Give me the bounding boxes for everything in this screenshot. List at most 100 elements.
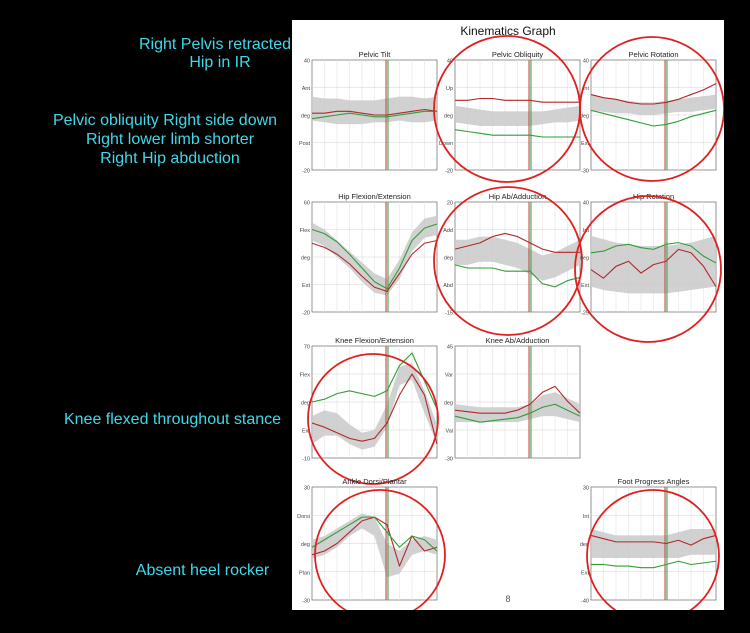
chart-title: Hip Flexion/Extension [338,192,411,201]
normal-band [591,528,716,559]
series-line-left [311,516,438,552]
series-line-left [311,110,437,120]
chart-title: Knee Flexion/Extension [335,336,414,345]
page-number: 8 [505,594,511,604]
tick-label: deg [580,114,589,120]
tick-label: Flex [300,228,311,234]
series-line-right [454,232,580,253]
chart-9: Ankle Dorsi/Plantar 30 Dorsi deg Plan -30 [297,477,438,605]
tick-label: -10 [302,457,310,463]
series-line-right [454,385,581,414]
chart-2: Pelvic Obliquity 40 Up deg Down -20 [439,50,581,175]
tick-label: deg [444,256,453,262]
highlight-circle [307,353,439,485]
highlight-circle [314,489,446,610]
tick-label: Ext [581,570,589,576]
tick-label: deg [301,256,310,262]
normal-band [455,392,580,423]
note-pelvic-obliquity: Pelvic obliquity Right side down [52,112,278,129]
tick-label: deg [444,114,453,120]
chart-8: Knee Ab/Adduction 45 Var deg Val -30 [444,336,581,463]
series-line-left [454,129,580,138]
series-line-left [590,242,717,264]
series-line-right [311,239,438,292]
normal-band [455,236,580,281]
highlight-circle [586,489,720,610]
series-line-right [311,373,438,445]
tick-label: -20 [302,311,310,317]
kinematics-report-page: Kinematics Graph Pelvic Tilt 40 Ant deg Post… [292,20,724,610]
series-line-right [590,534,717,546]
series-line-right [455,97,580,103]
tick-label: Down [439,141,453,147]
series-line-left [454,264,581,288]
chart-title: Hip Ab/Adduction [489,192,547,201]
tick-label: Int [583,514,590,520]
tick-label: -20 [445,169,453,175]
tick-label: -25 [581,311,589,317]
tick-label: Add [443,228,453,234]
tick-label: deg [301,542,310,548]
series-line-left [311,223,438,290]
normal-band [591,94,716,115]
tick-label: Ext [581,141,589,147]
series-line-left [311,352,438,410]
tick-label: 20 [447,201,453,207]
tick-label: 40 [304,59,310,65]
tick-label: Int [583,86,590,92]
tick-label: 30 [304,486,310,492]
chart-3: Pelvic Rotation 40 Int deg Ext -30 [580,50,717,175]
tick-label: deg [580,256,589,262]
tick-label: Ext [302,429,310,435]
chart-7: Knee Flexion/Extension 70 Flex deg Ext -10 [300,336,438,463]
chart-title: Ankle Dorsi/Plantar [342,477,407,486]
normal-band [312,513,437,578]
tick-label: deg [301,114,310,120]
highlight-circle [433,186,583,336]
tick-label: 40 [583,59,589,65]
normal-band [312,96,437,125]
tick-label: Post [299,141,310,147]
series-line-right [590,83,717,105]
tick-label: 40 [447,59,453,65]
note-hip-ir: Hip in IR [189,54,251,71]
tick-label: 45 [447,345,453,351]
series-line-left [590,109,717,127]
report-title: Kinematics Graph [460,24,556,38]
series-line-left [591,560,717,569]
tick-label: deg [444,401,453,407]
tick-label: -30 [445,457,453,463]
tick-label: -40 [581,599,589,605]
tick-label: -30 [302,599,310,605]
chart-title: Pelvic Tilt [359,50,392,59]
tick-label: Abd [443,283,453,289]
tick-label: 60 [304,201,310,207]
tick-label: Plan [299,570,310,576]
tick-label: 70 [304,345,310,351]
tick-label: Val [445,429,453,435]
normal-band [312,362,437,450]
tick-label: Up [446,86,453,92]
note-pelvis-retracted: Right Pelvis retracted [138,36,292,53]
note-knee-flexed: Knee flexed throughout stance [63,411,282,428]
tick-label: Ext [581,283,589,289]
note-limb-shorter: Right lower limb shorter [85,131,255,148]
normal-band [312,215,437,296]
chart-5: Hip Ab/Adduction 20 Add deg Abd -15 [443,192,581,317]
chart-title: Pelvic Obliquity [492,50,544,59]
tick-label: 30 [583,486,589,492]
tick-label: 40 [583,201,589,207]
tick-label: deg [580,542,589,548]
chart-title: Knee Ab/Adduction [486,336,550,345]
tick-label: Ext [302,283,310,289]
tick-label: deg [301,401,310,407]
tick-label: -30 [581,169,589,175]
highlight-circle [579,36,724,182]
tick-label: Ant [302,86,311,92]
chart-1: Pelvic Tilt 40 Ant deg Post -20 [299,50,438,175]
note-absent-heel-rocker: Absent heel rocker [135,562,270,579]
normal-band [455,105,580,126]
chart-10: Foot Progress Angles 30 Int deg Ext -40 [580,477,717,605]
